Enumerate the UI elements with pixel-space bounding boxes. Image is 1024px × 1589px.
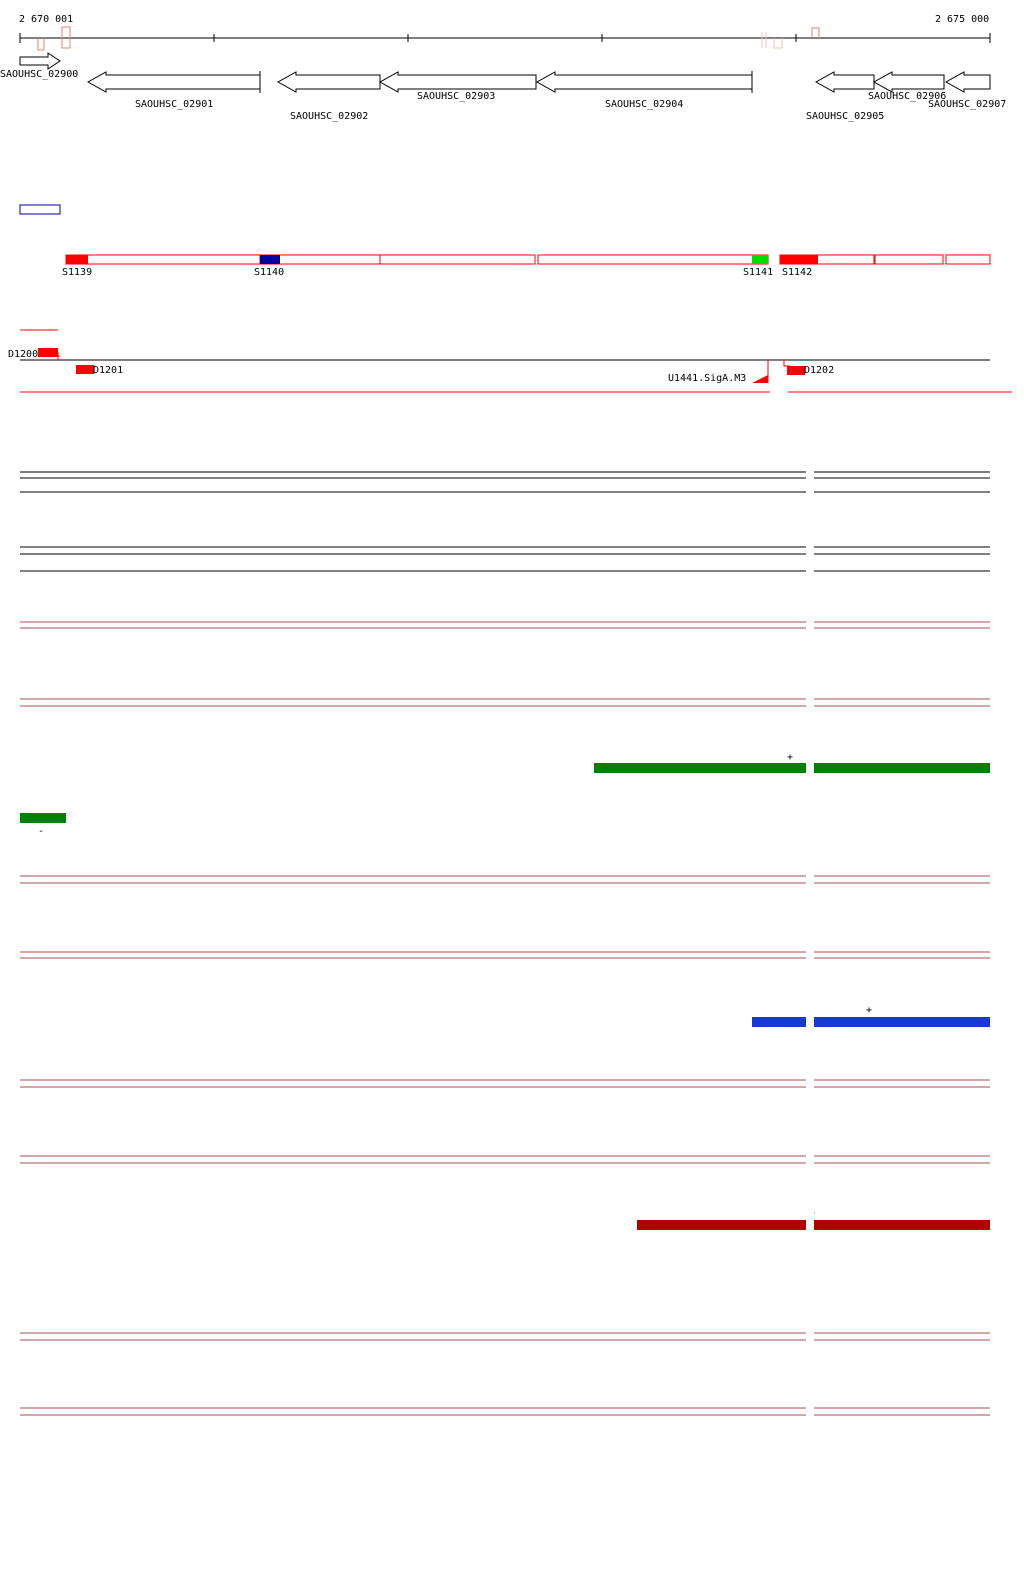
feature-track: D1200 D1201 U1441.SigA.M3 D1202 [8,329,1012,393]
feature-block[interactable] [38,348,58,357]
segment-box[interactable] [874,254,944,265]
peak-bar-green[interactable] [20,813,66,823]
segment-highlight [780,255,818,264]
feature-label: D1201 [93,365,123,376]
gene-arrow[interactable] [19,52,61,70]
segment-label: S1140 [254,267,284,278]
ruler-peak-mark [773,38,783,49]
expression-track-red [20,1079,990,1164]
gene-label: SAOUHSC_02906 [868,91,946,102]
feature-label: D1202 [804,365,834,376]
gene-arrow[interactable] [276,71,381,93]
peak-bar-green[interactable] [594,763,990,773]
segment-highlight [66,255,88,264]
track-gap [806,440,814,1440]
strand-label: + [866,1005,872,1016]
segment-label: S1141 [743,267,773,278]
gene-label: SAOUHSC_02904 [605,99,683,110]
expression-track-yellow [20,1332,990,1416]
expression-track-blue [20,875,990,959]
coord-end-label: 2 675 000 [935,14,989,25]
segment-box[interactable] [537,254,769,265]
gene-label: SAOUHSC_02901 [135,99,213,110]
gene-arrow[interactable] [872,71,945,93]
segment-label: S1139 [62,267,92,278]
feature-label: D1200 [8,349,38,360]
region-marker[interactable] [19,204,61,215]
feature-tick [54,352,60,360]
feature-tick [783,360,790,367]
segment-highlight [260,255,280,264]
segment-box[interactable] [379,254,536,265]
expression-track-multi-lower [20,546,990,572]
gene-track: SAOUHSC_02900 SAOUHSC_02901 SAOUHSC_0290… [0,52,1006,122]
promoter-marker[interactable] [752,375,768,383]
segment-box[interactable] [65,254,261,265]
gene-label: SAOUHSC_02905 [806,111,884,122]
expression-track-multi-upper [20,471,990,493]
gene-arrow[interactable] [378,71,537,93]
feature-block[interactable] [787,366,805,375]
gene-arrow[interactable] [814,71,875,93]
ruler-peak-mark [761,32,767,48]
segment-track: S1139 S1140 S1141 S1142 [62,254,991,278]
feature-block[interactable] [76,365,94,374]
gene-label: SAOUHSC_02902 [290,111,368,122]
strand-label: - [38,826,44,837]
ruler-peak-mark [811,27,820,38]
segment-box[interactable] [945,254,991,265]
segment-label: S1142 [782,267,812,278]
feature-label: U1441.SigA.M3 [668,373,746,384]
coord-start-label: 2 670 001 [19,14,73,25]
gene-label: SAOUHSC_02903 [417,91,495,102]
gene-arrow[interactable] [535,71,753,93]
gene-arrow[interactable] [86,71,261,93]
expression-track-green [20,621,990,707]
strand-label: + [787,752,793,763]
coordinate-ruler: 2 670 001 2 675 000 [19,14,991,51]
peak-bar-blue[interactable] [752,1017,990,1027]
gene-arrow[interactable] [944,71,991,93]
segment-highlight [752,255,768,264]
ruler-peak-mark [37,38,45,51]
gene-label: SAOUHSC_02900 [0,69,78,80]
ruler-peak-mark [61,26,71,49]
gene-label: SAOUHSC_02907 [928,99,1006,110]
